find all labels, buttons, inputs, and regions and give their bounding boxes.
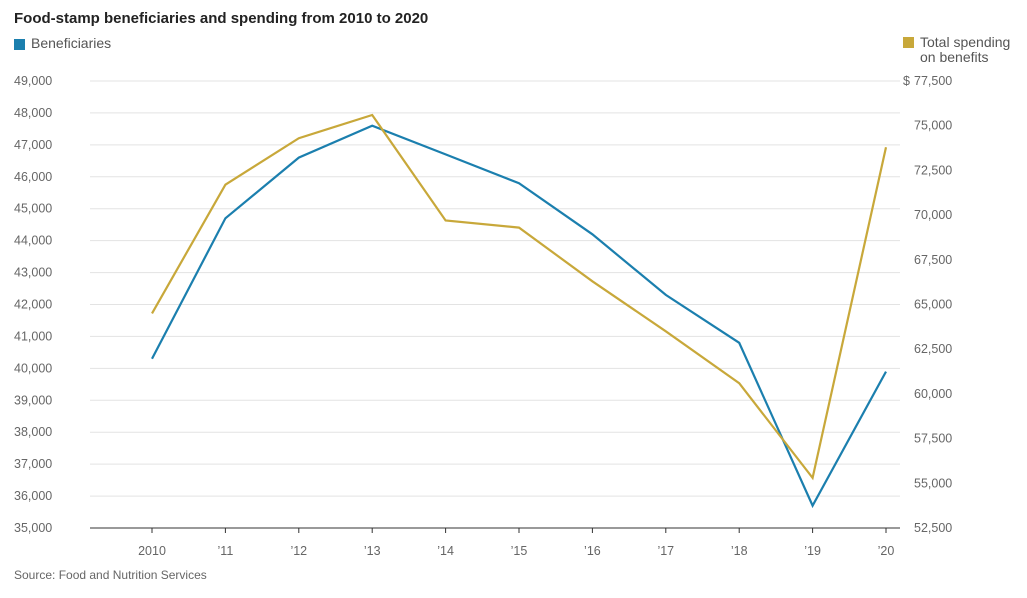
legend-label-spending: Total spending on benefits xyxy=(920,34,1011,65)
y-left-tick-label: 35,000 xyxy=(14,521,52,535)
y-left-tick-label: 42,000 xyxy=(14,298,52,312)
legend-swatch-spending xyxy=(903,37,914,48)
y-right-tick-label: 75,000 xyxy=(914,119,952,133)
x-tick-label: ’16 xyxy=(584,544,601,558)
y-right-tick-label: 55,000 xyxy=(914,476,952,490)
y-right-tick-label: 67,500 xyxy=(914,253,952,267)
y-right-tick-label: 77,500 xyxy=(914,74,952,88)
y-left-tick-label: 48,000 xyxy=(14,106,52,120)
y-right-currency-label: $ xyxy=(903,74,910,88)
y-left-tick-label: 38,000 xyxy=(14,425,52,439)
y-left-tick-label: 39,000 xyxy=(14,393,52,407)
y-right-tick-label: 62,500 xyxy=(914,342,952,356)
series-line-beneficiaries xyxy=(151,124,887,509)
y-left-tick-label: 46,000 xyxy=(14,170,52,184)
y-left-tick-label: 41,000 xyxy=(14,329,52,343)
y-left-tick-label: 40,000 xyxy=(14,361,52,375)
x-tick-label: ’15 xyxy=(511,544,528,558)
x-tick-label: ’11 xyxy=(218,544,234,558)
y-right-tick-label: 52,500 xyxy=(914,521,952,535)
x-tick-label: ’12 xyxy=(290,544,307,558)
x-tick-label: ’17 xyxy=(657,544,674,558)
y-left-tick-label: 47,000 xyxy=(14,138,52,152)
x-tick-label: ’18 xyxy=(731,544,748,558)
legend-label-beneficiaries: Beneficiaries xyxy=(31,35,112,51)
y-left-tick-label: 45,000 xyxy=(14,202,52,216)
y-right-tick-label: 72,500 xyxy=(914,163,952,177)
x-tick-label: ’19 xyxy=(804,544,821,558)
y-left-tick-label: 43,000 xyxy=(14,266,52,280)
y-right-tick-label: 65,000 xyxy=(914,298,952,312)
y-right-tick-label: 60,000 xyxy=(914,387,952,401)
y-left-tick-label: 36,000 xyxy=(14,489,52,503)
y-right-tick-label: 70,000 xyxy=(914,208,952,222)
legend-beneficiaries: Beneficiaries xyxy=(14,35,111,51)
y-left-tick-label: 49,000 xyxy=(14,74,52,88)
chart-title: Food-stamp beneficiaries and spending fr… xyxy=(14,10,429,27)
source-note: Source: Food and Nutrition Services xyxy=(14,568,207,582)
legend-spending: Total spending on benefits xyxy=(903,35,1010,65)
x-tick-label: ’14 xyxy=(437,544,454,558)
x-tick-label: ’13 xyxy=(364,544,381,558)
x-tick-label: 2010 xyxy=(138,544,166,558)
y-left-tick-label: 44,000 xyxy=(14,234,52,248)
y-right-tick-label: 57,500 xyxy=(914,432,952,446)
x-tick-label: ’20 xyxy=(878,544,895,558)
y-left-tick-label: 37,000 xyxy=(14,457,52,471)
legend-swatch-beneficiaries xyxy=(14,38,25,50)
series-line-spending xyxy=(151,113,888,481)
